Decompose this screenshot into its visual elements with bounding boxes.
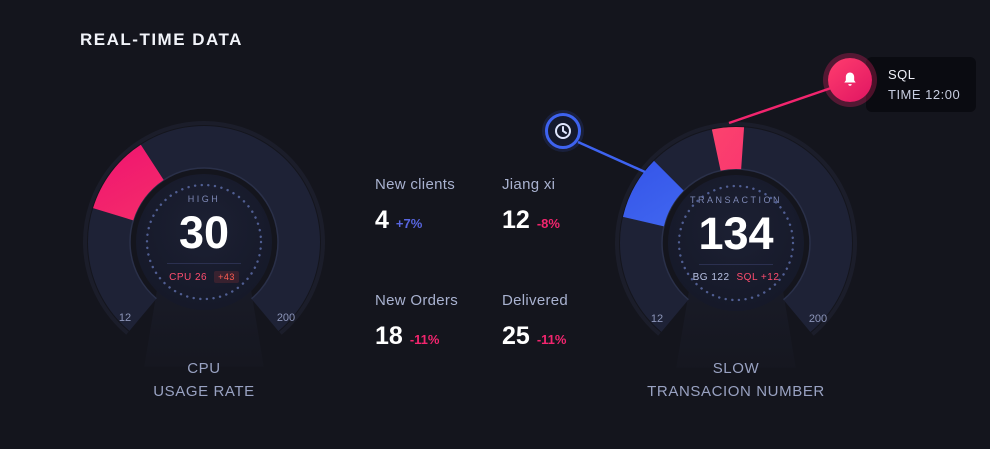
stat-new-clients: New clients 4 +7% — [375, 176, 502, 235]
caption-line: USAGE RATE — [153, 383, 255, 400]
stat-value: 12 — [502, 206, 530, 234]
cpu-gauge-readout: HIGH 30 CPU 26 +43 — [136, 174, 272, 310]
divider — [699, 264, 773, 265]
tooltip-value: TIME 12:00 — [888, 87, 961, 102]
transaction-gauge-value: 134 — [698, 208, 774, 259]
gauge-min-label: 12 — [118, 312, 132, 324]
caption-line: CPU — [187, 360, 221, 377]
stats-panel: New clients 4 +7% Jiang xi 12 -8% New Or… — [375, 176, 642, 351]
transaction-gauge-readout: TRANSACTION 134 BG 122 SQL +12 — [668, 175, 804, 311]
clock-callout-bubble[interactable] — [545, 113, 581, 149]
sql-sub-metric: SQL +12 — [736, 272, 780, 283]
stat-delta: -11% — [536, 332, 567, 347]
caption-line: TRANSACION NUMBER — [647, 383, 825, 400]
page-title: REAL-TIME DATA — [80, 30, 243, 49]
sql-time-tooltip: SQL TIME 12:00 — [866, 57, 977, 112]
transaction-gauge-caption: SLOW TRANSACION NUMBER — [586, 357, 886, 403]
transaction-gauge-ring — [615, 122, 857, 364]
stat-jiang-xi: Jiang xi 12 -8% — [502, 176, 642, 235]
cpu-gauge-value: 30 — [178, 207, 230, 258]
bg-sub-metric: BG 122 — [692, 272, 730, 283]
cpu-sub-metric: CPU 26 — [169, 271, 208, 283]
stat-delta: +7% — [395, 216, 423, 231]
clock-icon — [555, 123, 571, 139]
stat-label: New clients — [375, 176, 455, 193]
cpu-gauge: HIGH 30 CPU 26 +43 12 200 — [74, 112, 334, 372]
gauge-status-label: HIGH — [187, 194, 221, 204]
cpu-gauge-ring — [83, 121, 325, 363]
gauge-max-label: 200 — [808, 313, 828, 325]
bell-callout-bubble[interactable] — [828, 58, 872, 102]
caption-line: SLOW — [712, 360, 760, 377]
stat-new-orders: New Orders 18 -11% — [375, 292, 502, 351]
stat-value: 25 — [502, 322, 530, 350]
cpu-gauge-caption: CPU USAGE RATE — [54, 357, 354, 403]
gauge-status-label: TRANSACTION — [689, 195, 782, 205]
divider — [167, 263, 241, 264]
stat-delivered: Delivered 25 -11% — [502, 292, 642, 351]
tooltip-title: SQL — [888, 67, 916, 82]
cpu-delta-badge: +43 — [214, 271, 239, 283]
gauge-max-label: 200 — [276, 312, 296, 324]
stat-label: New Orders — [375, 292, 459, 309]
stat-value: 18 — [375, 322, 403, 350]
stat-label: Delivered — [502, 292, 569, 309]
transaction-gauge: TRANSACTION 134 BG 122 SQL +12 12 200 — [606, 113, 866, 373]
stat-value: 4 — [375, 206, 389, 234]
stat-label: Jiang xi — [502, 176, 556, 193]
stat-delta: -8% — [536, 216, 560, 231]
bell-icon — [844, 72, 856, 86]
stat-delta: -11% — [409, 332, 440, 347]
gauge-min-label: 12 — [650, 313, 664, 325]
